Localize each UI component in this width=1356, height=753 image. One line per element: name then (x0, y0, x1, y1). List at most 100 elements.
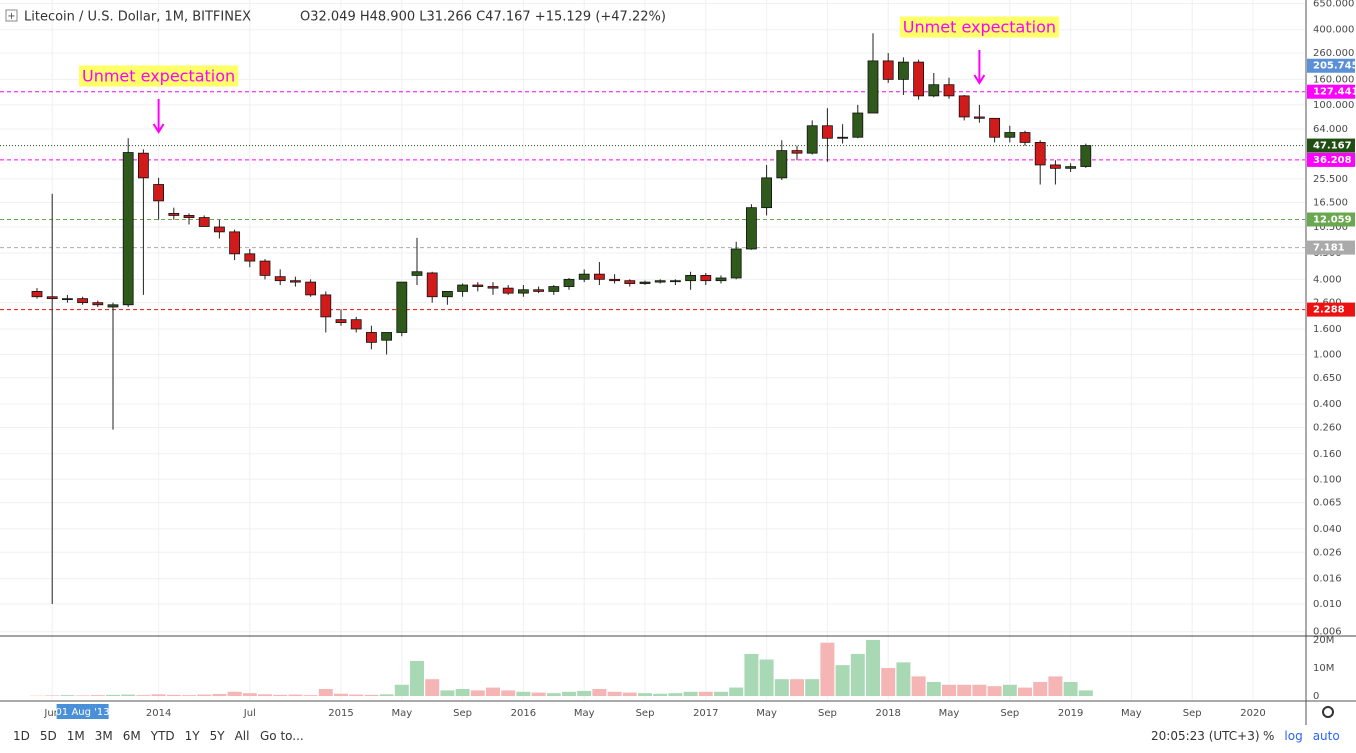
settings-gear[interactable] (1322, 706, 1334, 718)
candle-body (700, 274, 712, 282)
candle-body (730, 248, 742, 279)
volume-bar (273, 694, 288, 696)
price-level-label: 2.288 (1313, 305, 1345, 316)
range-button[interactable]: YTD (150, 729, 175, 743)
volume-bar (638, 693, 652, 696)
volume-bar (75, 695, 90, 696)
volume-bar (136, 695, 151, 696)
candle-body (913, 61, 924, 97)
range-button[interactable]: 5D (39, 729, 57, 743)
symbol-title[interactable]: Litecoin / U.S. Dollar, 1M, BITFINEX (24, 10, 251, 25)
percent-button[interactable]: % (1263, 729, 1275, 743)
candle-body (761, 177, 772, 209)
range-buttons: 1D 5D 1M 3M 6M YTD 1Y 5Y All (8, 725, 254, 753)
volume-bar (440, 690, 455, 696)
volume-bar (258, 694, 272, 696)
y-tick-label: 160.000 (1313, 74, 1354, 85)
candle-body (867, 60, 879, 114)
goto-button[interactable]: Go to... (260, 729, 304, 743)
range-button[interactable]: 3M (94, 729, 113, 743)
volume-bar (790, 679, 804, 696)
collapse-icon-glyph: + (7, 11, 15, 22)
candle-body (791, 150, 803, 154)
candle-body (229, 231, 241, 255)
volume-bar (394, 684, 409, 696)
range-button[interactable]: 1Y (184, 729, 200, 743)
x-tick-label: 2014 (146, 708, 171, 719)
x-tick-label: Sep (1000, 708, 1019, 719)
candle-body (654, 280, 666, 283)
candle-body (548, 286, 560, 292)
volume-bar (592, 688, 607, 696)
x-tick-label: Sep (453, 708, 472, 719)
candle-body (898, 61, 909, 80)
candle-body (426, 272, 438, 298)
y-tick-label: 0.260 (1313, 422, 1342, 433)
volume-bar (987, 686, 1002, 696)
collapse-icon[interactable] (5, 9, 18, 22)
x-tick-label: Jul (243, 708, 256, 719)
candle-body (153, 184, 165, 202)
volume-bar (166, 694, 181, 696)
candle-body (381, 332, 393, 341)
volume-bar (729, 687, 744, 696)
y-tick-label: 1.600 (1313, 324, 1342, 335)
candle-body (213, 226, 225, 233)
volume-bar (501, 690, 516, 696)
candle-body (137, 152, 149, 179)
range-button[interactable]: 1D (13, 729, 30, 743)
volume-tick-label: 20M (1313, 635, 1334, 646)
candle-body (350, 319, 362, 330)
volume-bar (866, 639, 880, 696)
candle-body (502, 287, 514, 294)
y-tick-label: 0.100 (1313, 474, 1342, 485)
volume-bar (668, 693, 683, 696)
range-button[interactable]: 1M (66, 729, 85, 743)
candle-body (1065, 166, 1076, 169)
candle-body (670, 280, 681, 283)
settings-icon[interactable] (1322, 706, 1334, 718)
range-button[interactable]: 5Y (209, 729, 225, 743)
volume-bar (379, 694, 394, 696)
range-button[interactable]: All (234, 729, 250, 743)
candle-body (852, 112, 864, 138)
candle-body (882, 60, 894, 80)
volume-bar (683, 691, 698, 696)
volume-bar (334, 693, 348, 696)
candle-body (168, 212, 180, 216)
volume-bar (197, 694, 212, 696)
candle-body (259, 260, 271, 276)
volume-bar (622, 692, 637, 696)
volume-bar (881, 667, 896, 696)
volume-bar (759, 659, 774, 696)
volume-bar (60, 695, 75, 696)
candle-body (411, 271, 423, 276)
candle-body (198, 217, 210, 227)
volume-bar (288, 694, 303, 696)
candle-body (487, 286, 499, 289)
volume-bar (470, 690, 485, 696)
candle-body (837, 136, 848, 139)
log-button[interactable]: log (1284, 729, 1303, 743)
auto-button[interactable]: auto (1312, 729, 1340, 743)
range-button[interactable]: 6M (122, 729, 141, 743)
price-level-box (1307, 152, 1355, 167)
volume-bar (911, 676, 926, 696)
candle-body (639, 281, 651, 284)
x-tick-label: 2015 (328, 708, 353, 719)
volume-bar (90, 695, 105, 696)
candle-body (928, 84, 940, 97)
candle-body (244, 253, 256, 262)
candle-body (335, 319, 347, 323)
volume-bar (805, 679, 820, 696)
goto: Go to... (255, 725, 309, 753)
volume-bar (607, 691, 622, 696)
candle-body (305, 281, 317, 296)
price-level-label: 47.167 (1313, 141, 1352, 152)
annotation-box (78, 65, 239, 87)
candle-body (320, 294, 332, 318)
candle-body (1019, 132, 1031, 143)
price-level-box (1307, 58, 1355, 73)
y-tick-label: 4.000 (1313, 274, 1342, 285)
